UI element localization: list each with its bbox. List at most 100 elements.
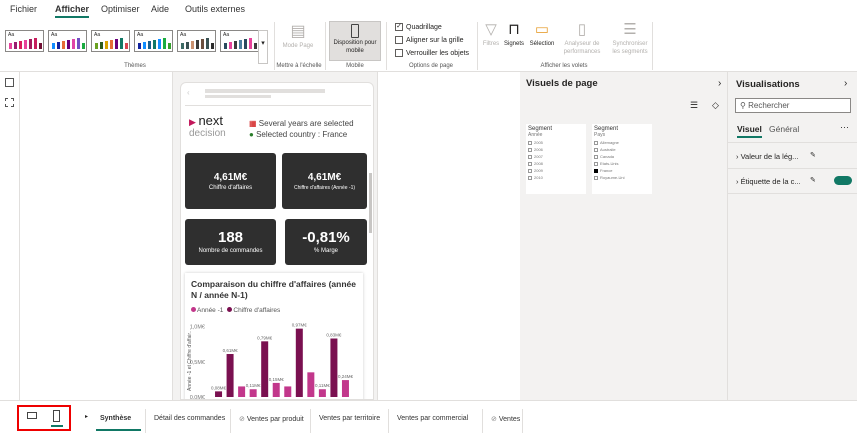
- slicer-item[interactable]: 2010: [528, 175, 584, 180]
- theme-swatch[interactable]: Aa: [220, 30, 259, 52]
- checkbox-icon[interactable]: [594, 175, 598, 180]
- menu-fichier[interactable]: Fichier: [10, 4, 38, 14]
- checkbox-icon[interactable]: [594, 147, 598, 152]
- mobile-layout-button[interactable]: Disposition pour mobile: [329, 21, 381, 61]
- slicer-item[interactable]: 2006: [528, 147, 584, 152]
- more-options-icon[interactable]: ···: [840, 122, 849, 132]
- slicer-item[interactable]: 2009: [528, 168, 584, 173]
- page-tab-label: Ventes par produit: [246, 416, 304, 423]
- legend-label: Chiffre d'affaires: [233, 307, 281, 314]
- page-tab[interactable]: ⊘ Ventes: [483, 409, 523, 433]
- legend-item[interactable]: Année -1: [191, 307, 223, 314]
- slicer-item[interactable]: 2005: [528, 140, 584, 145]
- theme-color-bar: [206, 38, 209, 49]
- theme-color-bar: [105, 41, 108, 49]
- page-tab[interactable]: Ventes par commercial: [389, 409, 483, 433]
- paint-brush-icon[interactable]: ✎: [810, 177, 816, 184]
- tab-general[interactable]: Général: [769, 124, 800, 134]
- slicer-visual[interactable]: Segment Pays Allemagne Australie Canada Etats…: [592, 124, 652, 194]
- filter-settings-icon[interactable]: ☰: [690, 100, 699, 110]
- tab-visuel[interactable]: Visuel: [737, 124, 762, 138]
- mobile-layout-icon[interactable]: [53, 410, 60, 422]
- report-view-icon[interactable]: [5, 78, 14, 87]
- option-checkbox[interactable]: ✓ Quadrillage: [395, 23, 442, 31]
- page-tab-label: Ventes par commercial: [397, 415, 469, 422]
- checkbox-icon[interactable]: [594, 140, 598, 145]
- checkbox-icon[interactable]: [594, 161, 598, 166]
- kpi-card[interactable]: 188 Nombre de commandes: [185, 219, 276, 265]
- slicer-item[interactable]: Australie: [594, 147, 650, 152]
- theme-swatch[interactable]: Aa: [91, 30, 130, 52]
- format-section[interactable]: › Étiquette de la c... ✎: [728, 169, 857, 194]
- slicer-item[interactable]: Etats-Unis: [594, 161, 650, 166]
- kpi-card[interactable]: -0,81% % Marge: [285, 219, 367, 265]
- slicer-item[interactable]: Canada: [594, 154, 650, 159]
- chart-legend: Année -1 Chiffre d'affaires: [191, 307, 280, 314]
- theme-swatch[interactable]: Aa: [134, 30, 173, 52]
- bar: [226, 354, 234, 397]
- desktop-layout-icon[interactable]: [27, 412, 37, 419]
- slicer-item[interactable]: Royaume-Uni: [594, 175, 650, 180]
- collapse-chevron-icon[interactable]: ›: [844, 78, 848, 89]
- menu-aide[interactable]: Aide: [151, 4, 170, 14]
- pane-toggle-button[interactable]: ▽ Filtres: [480, 20, 502, 48]
- option-checkbox[interactable]: Verrouiller les objets: [395, 49, 469, 57]
- theme-swatch[interactable]: Aa: [177, 30, 216, 52]
- eraser-icon[interactable]: ◇: [712, 100, 719, 110]
- checkbox-icon[interactable]: [395, 49, 403, 57]
- page-tab[interactable]: Détail des commandes: [146, 409, 231, 433]
- page-tab[interactable]: Synthèse: [92, 409, 146, 433]
- kpi-card[interactable]: 4,61M€ Chiffre d'affaires (Année -1): [282, 153, 367, 209]
- slicer-item[interactable]: 2007: [528, 154, 584, 159]
- slicer-visual[interactable]: Segment Année 2005 2006 2007 2008 2009 2010: [526, 124, 586, 194]
- mode-page-button[interactable]: ▤ Mode Page: [280, 22, 316, 50]
- page-tab-label: Ventes par territoire: [319, 415, 381, 422]
- checkbox-icon[interactable]: [594, 154, 598, 159]
- table-view-icon[interactable]: [5, 98, 14, 107]
- slicer-field: Année: [528, 132, 543, 138]
- slicer-item[interactable]: 2008: [528, 161, 584, 166]
- option-checkbox[interactable]: Aligner sur la grille: [395, 36, 464, 44]
- checkbox-icon[interactable]: [528, 168, 532, 173]
- kpi-label: Chiffre d'affaires: [208, 185, 253, 191]
- theme-swatch[interactable]: Aa: [5, 30, 44, 52]
- slicer-item-label: Australie: [600, 147, 616, 152]
- chart-visual[interactable]: Comparaison du chiffre d'affaires (année…: [185, 273, 363, 399]
- search-input[interactable]: ⚲ Rechercher: [735, 98, 851, 113]
- pane-label: Synchroniser les segments: [612, 41, 648, 55]
- paint-brush-icon[interactable]: ✎: [810, 152, 816, 159]
- checkbox-icon[interactable]: [528, 147, 532, 152]
- theme-color-bar: [249, 38, 252, 49]
- menu-optimiser[interactable]: Optimiser: [101, 4, 140, 14]
- checkbox-icon[interactable]: [395, 36, 403, 44]
- checkbox-icon[interactable]: [528, 140, 532, 145]
- slicer-item[interactable]: France: [594, 168, 650, 173]
- pane-toggle-button[interactable]: ▯ Analyseur de performances: [558, 20, 606, 56]
- collapse-chevron-icon[interactable]: ›: [718, 78, 722, 89]
- theme-color-bar: [19, 41, 22, 49]
- data-label: 0,97M€: [292, 323, 308, 328]
- pane-toggle-button[interactable]: ⊓ Signets: [502, 20, 526, 48]
- themes-expand-button[interactable]: ▾: [258, 30, 268, 64]
- checkbox-icon[interactable]: [528, 154, 532, 159]
- page-tab[interactable]: Ventes par territoire: [311, 409, 389, 433]
- pane-toggle-button[interactable]: ▭ Sélection: [526, 20, 558, 48]
- slicer-item[interactable]: Allemagne: [594, 140, 650, 145]
- scroll-tabs-arrow-icon[interactable]: ▸: [85, 414, 89, 420]
- kpi-card[interactable]: 4,61M€ Chiffre d'affaires: [185, 153, 276, 209]
- checkbox-icon[interactable]: [528, 161, 532, 166]
- scrollbar[interactable]: [369, 173, 372, 233]
- page-tab[interactable]: ⊘ Ventes par produit: [231, 409, 311, 433]
- legend-item[interactable]: Chiffre d'affaires: [227, 307, 280, 314]
- format-section[interactable]: › Valeur de la lég... ✎: [728, 144, 857, 169]
- checkbox-icon[interactable]: ✓: [395, 23, 403, 31]
- mobile-canvas[interactable]: ‹ ▶ next decision ▦ Several years are sel…: [180, 82, 374, 400]
- toggle-switch[interactable]: [834, 176, 852, 185]
- menu-outils-externes[interactable]: Outils externes: [185, 4, 246, 14]
- theme-swatch[interactable]: Aa: [48, 30, 87, 52]
- checkbox-icon[interactable]: [528, 175, 532, 180]
- option-label: Aligner sur la grille: [406, 36, 464, 44]
- menu-afficher[interactable]: Afficher: [55, 4, 90, 18]
- checkbox-icon[interactable]: [594, 168, 598, 173]
- pane-toggle-button[interactable]: ☰ Synchroniser les segments: [608, 20, 652, 56]
